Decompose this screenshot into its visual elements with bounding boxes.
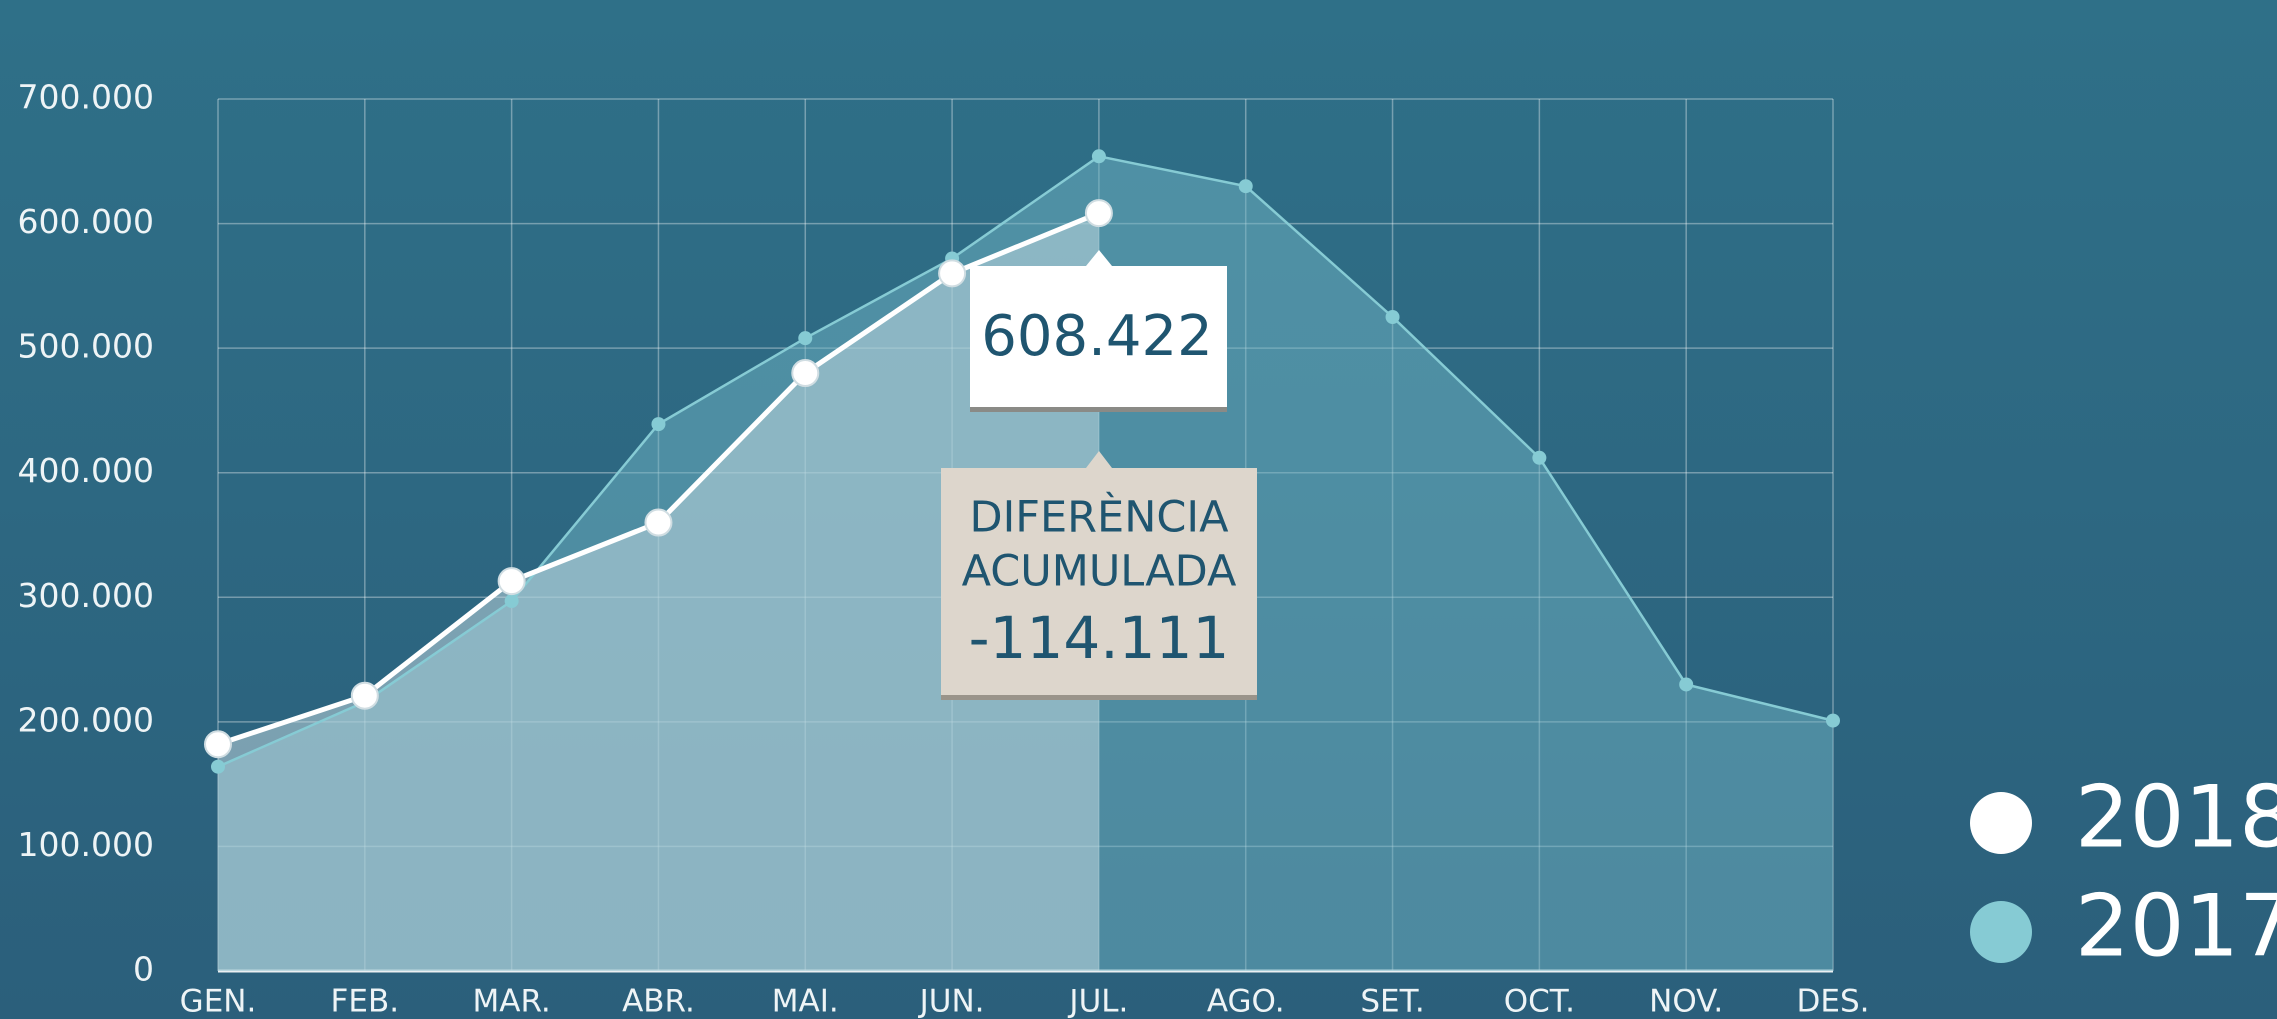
labels: 0 100.000 200.000 300.000 400.000 500.000 600.… [18,78,1870,1019]
annotation-value: -114.111 [969,604,1230,672]
point [1238,179,1253,194]
y-tick-label: 0 [133,950,154,989]
legend-label: 2017 [2075,876,2277,976]
point [211,759,225,774]
point [497,567,526,596]
x-tick-label: MAI. [772,984,839,1019]
annotation-title: DIFERÈNCIA [969,492,1229,543]
x-tick-label: MAR. [473,984,551,1019]
point [1084,199,1113,228]
x-tick-label: AGO. [1207,984,1285,1019]
point [791,359,820,388]
x-tick-label: SET. [1360,984,1424,1019]
point [1826,713,1840,728]
point [1385,310,1400,324]
y-tick-label: 200.000 [18,700,154,739]
point [644,508,673,537]
x-tick-label: JUN. [918,984,985,1019]
point [651,417,666,432]
x-tick-label: OCT. [1504,984,1575,1019]
x-tick-label: DES. [1797,984,1870,1019]
tooltip-box [970,250,1227,407]
tooltip-value: 608.422 [981,304,1213,369]
annotation-box [941,451,1257,695]
point [1532,450,1547,465]
point [1679,677,1694,692]
point [204,730,232,759]
point [938,259,967,288]
legend-marker [1970,901,2032,963]
line [217,154,1834,768]
legend-marker [1970,792,2032,854]
tooltip: 608.422 DIFERÈNCIA ACUMULADA -114.111 [941,250,1257,695]
y-tick-label: 400.000 [18,451,154,490]
x-tick-label: ABR. [622,984,695,1019]
annotation-title: ACUMULADA [962,547,1237,597]
y-tick-label: 100.000 [18,825,154,864]
point [504,594,519,609]
legend-label: 2018 [2075,767,2277,867]
x-tick-label: JUL. [1067,984,1128,1019]
y-tick-label: 700.000 [18,78,154,117]
y-tick-label: 600.000 [18,202,154,241]
point [1091,149,1106,164]
x-tick-label: NOV. [1649,984,1723,1019]
x-tick-label: FEB. [331,984,400,1019]
point [798,331,813,346]
point [350,681,379,710]
y-tick-label: 300.000 [18,576,154,615]
area [218,213,1099,971]
y-tick-label: 500.000 [18,327,154,366]
x-tick-label: GEN. [180,984,257,1019]
lines [204,149,1840,774]
